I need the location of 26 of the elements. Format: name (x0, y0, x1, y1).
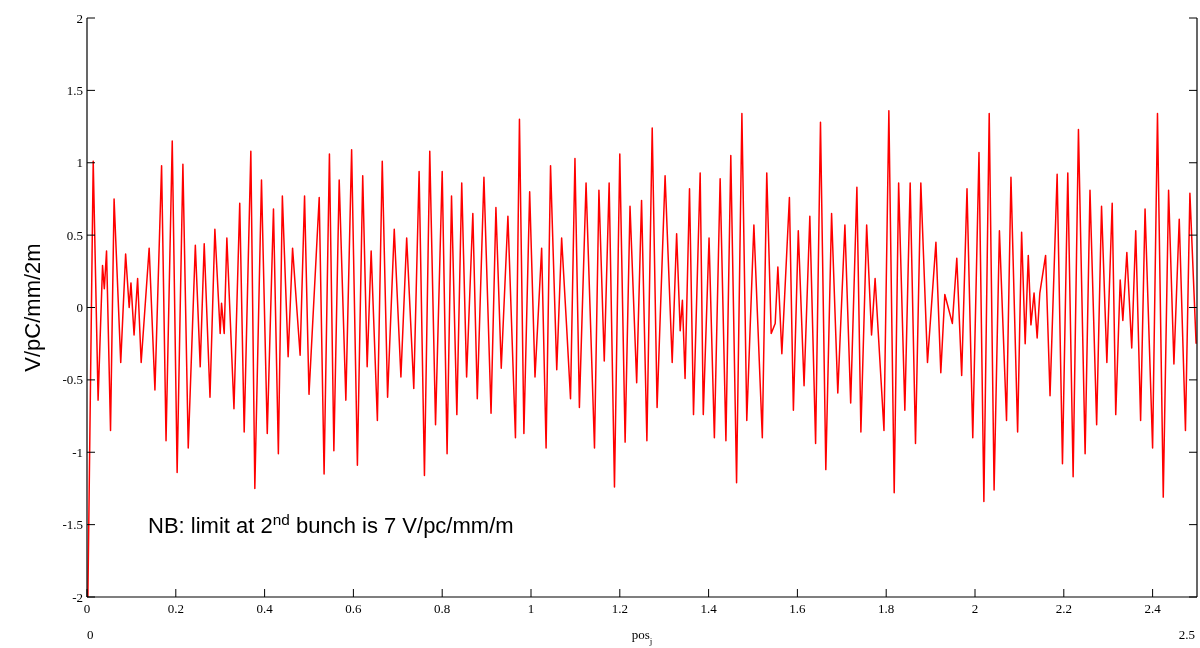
y-tick-label: 2 (76, 10, 83, 26)
annotation: NB: limit at 2$^{nd}$ bunch is 7 V/pc/mm/m (148, 510, 514, 538)
x-tick-label: 1.8 (878, 601, 895, 616)
x-axis-title: pos$_{j}$ (631, 627, 653, 646)
x-tick-label: 0.8 (434, 601, 451, 616)
x-tick-label: 2.4 (1144, 601, 1162, 616)
text: 0 (87, 627, 94, 642)
x-tick-label: 1.6 (789, 601, 807, 616)
y-axis-title: V/pC/mm/2m (20, 243, 45, 372)
y-tick-label: -2 (72, 589, 83, 605)
x-tick-label: 0.4 (256, 601, 274, 616)
x-tick-label: 0.2 (167, 601, 184, 616)
y-tick-label: 1 (76, 155, 83, 171)
y-tick-label: -0.5 (62, 372, 83, 388)
y-tick-label: 1.5 (66, 82, 83, 98)
y-tick-label: 0.5 (66, 227, 83, 243)
y-tick-label: -1 (72, 444, 83, 460)
x-tick-label: 2 (971, 601, 979, 616)
x-tick-label: 0.6 (345, 601, 363, 616)
y-tick-label: 0 (76, 300, 83, 316)
text: 2.5 (1178, 627, 1195, 642)
x-tick-label: 1.2 (611, 601, 628, 616)
x-tick-label: 1 (527, 601, 535, 616)
x-tick-label: 2.2 (1055, 601, 1072, 616)
x-tick-label: 1.4 (700, 601, 718, 616)
y-tick-label: -1.5 (62, 517, 83, 533)
